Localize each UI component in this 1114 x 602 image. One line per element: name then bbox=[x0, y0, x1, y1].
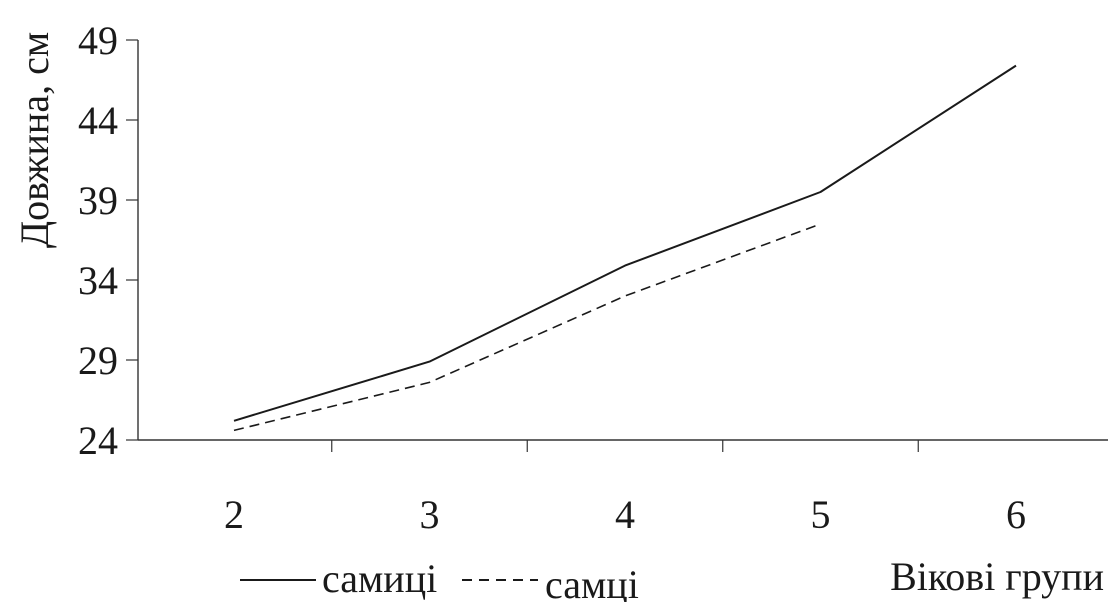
legend: самиці самці bbox=[240, 556, 639, 602]
y-axis-title: Довжина, см bbox=[12, 32, 57, 248]
x-tick-label: 3 bbox=[420, 492, 440, 537]
series-line-females bbox=[233, 64, 1017, 422]
series-layer bbox=[233, 64, 1017, 432]
legend-label-males: самці bbox=[545, 562, 639, 602]
x-axis-title: Вікові групи bbox=[890, 554, 1104, 599]
y-tick-label: 34 bbox=[78, 258, 118, 303]
y-tick-label: 49 bbox=[78, 18, 118, 63]
y-tick-label: 29 bbox=[78, 338, 118, 383]
x-tick-label: 5 bbox=[811, 492, 831, 537]
y-ticks: 24 29 34 39 44 49 bbox=[78, 18, 138, 463]
y-tick-label: 44 bbox=[78, 98, 118, 143]
legend-item-females: самиці bbox=[240, 556, 437, 601]
x-tick-label: 2 bbox=[224, 492, 244, 537]
y-tick-label: 24 bbox=[78, 418, 118, 463]
series-line-males bbox=[233, 223, 821, 432]
legend-label-females: самиці bbox=[322, 556, 437, 601]
x-ticks: 2 3 4 5 6 bbox=[224, 440, 1026, 537]
x-tick-label: 6 bbox=[1006, 492, 1026, 537]
x-tick-label: 4 bbox=[615, 492, 635, 537]
legend-item-males: самці bbox=[462, 562, 639, 602]
y-tick-label: 39 bbox=[78, 178, 118, 223]
